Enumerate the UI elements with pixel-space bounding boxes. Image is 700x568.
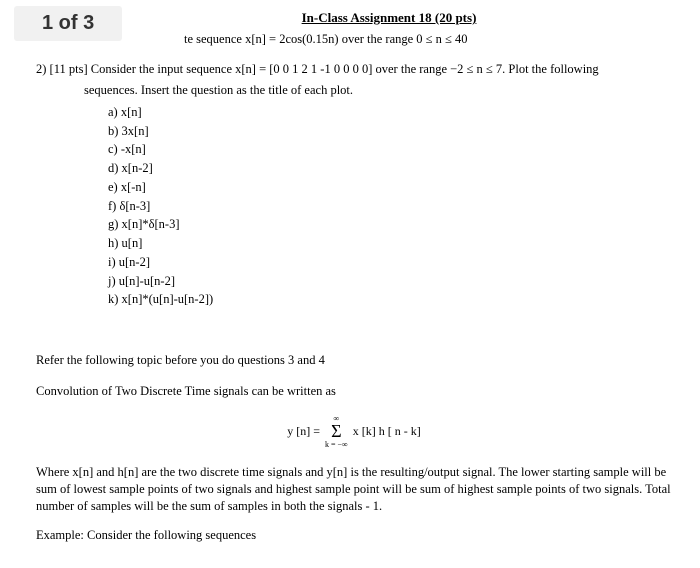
example-heading: Example: Consider the following sequence… xyxy=(36,526,672,545)
question-2-subitems: a) x[n] b) 3x[n] c) -x[n] d) x[n-2] e) x… xyxy=(108,103,672,309)
formula-lhs: y [n] = xyxy=(287,424,323,438)
reference-section: Refer the following topic before you do … xyxy=(36,351,672,546)
convolution-heading: Convolution of Two Discrete Time signals… xyxy=(36,382,672,401)
item-c: c) -x[n] xyxy=(108,140,672,159)
sigma-char: Σ xyxy=(331,421,341,441)
item-e: e) x[-n] xyxy=(108,178,672,197)
convolution-formula: y [n] = ∞Σk = −∞ x [k] h [ n - k] xyxy=(36,414,672,450)
item-k: k) x[n]*(u[n]-u[n-2]) xyxy=(108,290,672,309)
sigma-symbol: ∞Σk = −∞ xyxy=(325,414,348,450)
page-indicator-badge: 1 of 3 xyxy=(14,6,122,41)
question-2-intro-cont: sequences. Insert the question as the ti… xyxy=(84,82,672,99)
item-j: j) u[n]-u[n-2] xyxy=(108,272,672,291)
item-g: g) x[n]*δ[n-3] xyxy=(108,215,672,234)
question-2-intro: 2) [11 pts] Consider the input sequence … xyxy=(36,61,672,78)
item-i: i) u[n-2] xyxy=(108,253,672,272)
item-d: d) x[n-2] xyxy=(108,159,672,178)
assignment-title: In-Class Assignment 18 (20 pts) xyxy=(106,10,672,26)
item-a: a) x[n] xyxy=(108,103,672,122)
item-h: h) u[n] xyxy=(108,234,672,253)
formula-rhs: x [k] h [ n - k] xyxy=(350,424,421,438)
document-content: In-Class Assignment 18 (20 pts) te seque… xyxy=(0,0,700,568)
item-b: b) 3x[n] xyxy=(108,122,672,141)
sigma-lower: k = −∞ xyxy=(325,440,348,449)
convolution-description: Where x[n] and h[n] are the two discrete… xyxy=(36,464,672,515)
refer-note: Refer the following topic before you do … xyxy=(36,351,672,370)
partial-line-q1: te sequence x[n] = 2cos(0.15n) over the … xyxy=(184,32,672,47)
item-f: f) δ[n-3] xyxy=(108,197,672,216)
